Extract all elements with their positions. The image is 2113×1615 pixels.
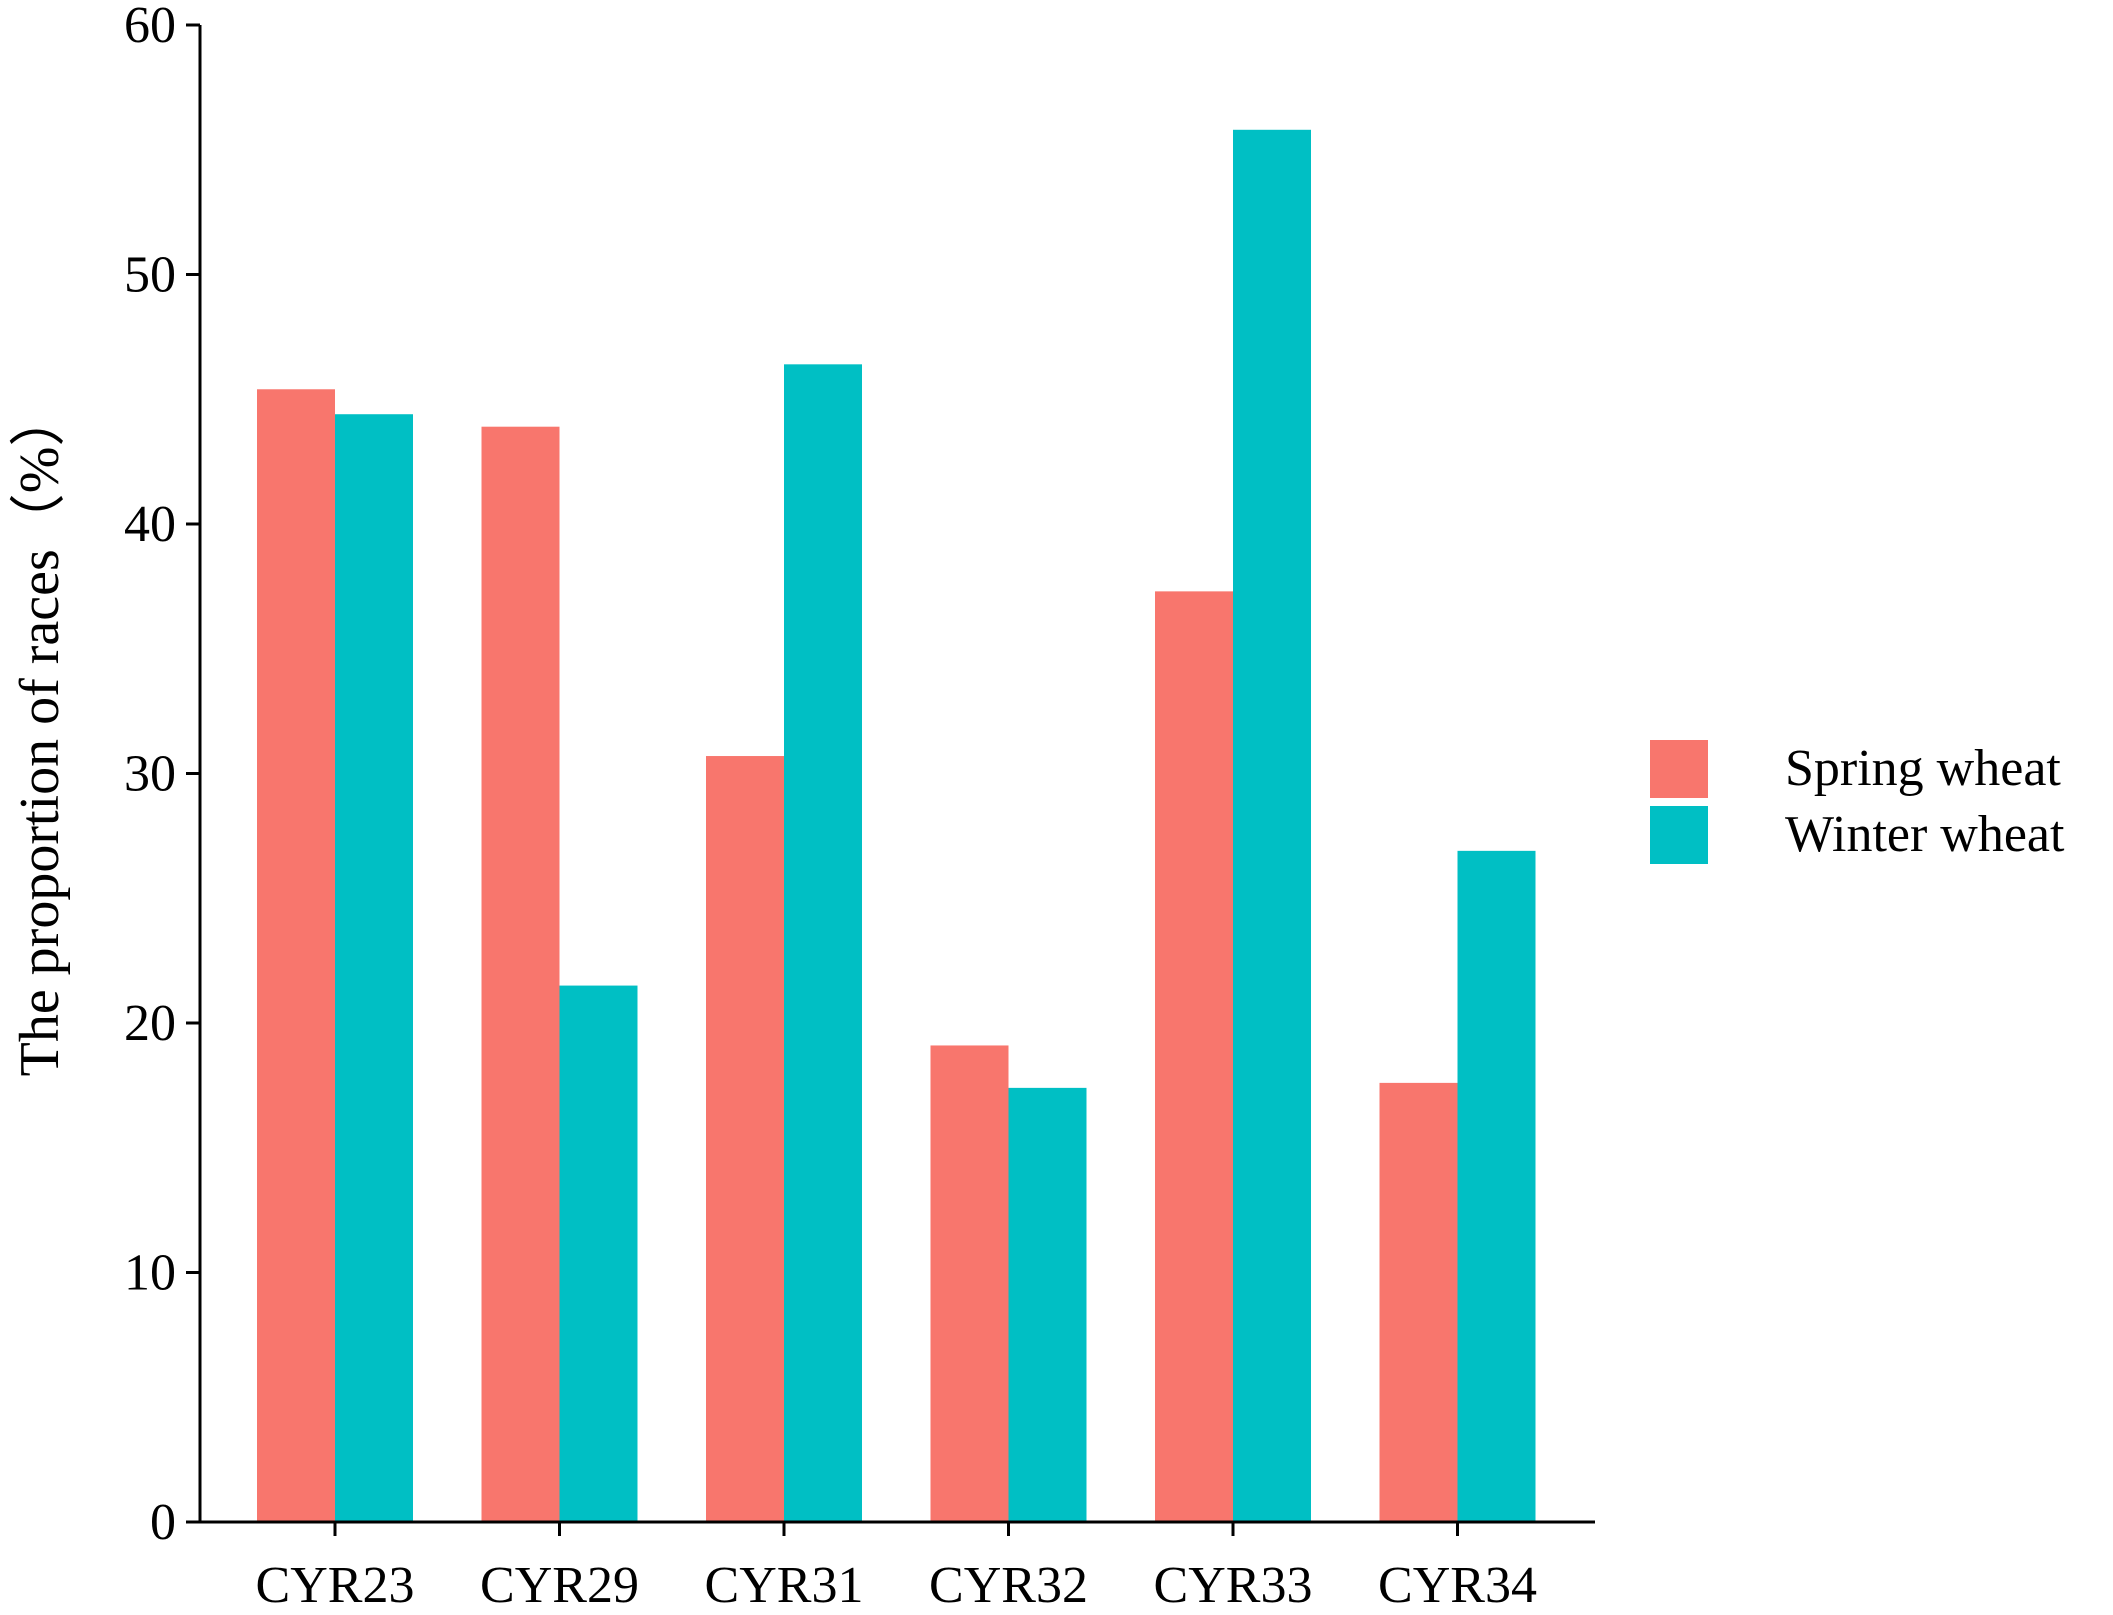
y-axis-ticks: 0 10 20 30 40 50 60	[124, 0, 200, 1551]
bar-spring-wheat-cyr23	[257, 389, 335, 1522]
legend-swatch-spring-wheat	[1650, 740, 1708, 798]
bar-winter-wheat-cyr23	[335, 414, 413, 1523]
bar-spring-wheat-cyr32	[930, 1045, 1009, 1522]
y-tick-label: 10	[124, 1245, 176, 1302]
bar-spring-wheat-cyr34	[1379, 1082, 1458, 1522]
x-tick-label: CYR34	[1378, 1557, 1537, 1614]
x-tick-label: CYR31	[705, 1557, 864, 1614]
legend: Spring wheat Winter wheat	[1650, 740, 2065, 864]
bar-winter-wheat-cyr32	[1008, 1087, 1087, 1522]
y-tick-label: 60	[124, 0, 176, 54]
x-tick-label: CYR29	[480, 1557, 639, 1614]
y-tick-label: 30	[124, 746, 176, 803]
bar-winter-wheat-cyr33	[1233, 129, 1311, 1522]
bar-winter-wheat-cyr29	[559, 985, 638, 1522]
x-tick-label: CYR23	[256, 1557, 415, 1614]
y-tick-label: 0	[150, 1494, 176, 1551]
bar-spring-wheat-cyr29	[481, 426, 560, 1522]
bar-spring-wheat-cyr31	[706, 756, 784, 1522]
bar-winter-wheat-cyr31	[784, 364, 862, 1522]
bar-winter-wheat-cyr34	[1457, 850, 1536, 1522]
y-tick-label: 50	[124, 247, 176, 304]
legend-label: Winter wheat	[1785, 806, 2065, 863]
x-tick-label: CYR32	[929, 1557, 1088, 1614]
legend-label: Spring wheat	[1785, 740, 2061, 797]
bar-spring-wheat-cyr33	[1155, 591, 1233, 1522]
x-axis-ticks: CYR23 CYR29 CYR31 CYR32 CYR33 CYR34	[256, 1522, 1537, 1614]
x-tick-label: CYR33	[1154, 1557, 1313, 1614]
bars-layer	[257, 129, 1536, 1523]
y-axis-title: The proportion of races（%）	[9, 391, 71, 1077]
legend-swatch-winter-wheat	[1650, 806, 1708, 864]
y-tick-label: 40	[124, 496, 176, 553]
y-tick-label: 20	[124, 995, 176, 1052]
